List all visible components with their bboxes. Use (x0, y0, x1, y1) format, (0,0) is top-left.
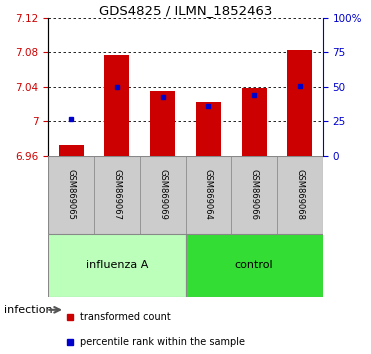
Bar (140, 156, 186, 234)
Text: GSM869066: GSM869066 (250, 169, 259, 220)
Bar (196, 102, 221, 156)
Bar (59, 145, 84, 156)
Bar (94, 156, 140, 234)
Bar (287, 51, 312, 156)
Bar (242, 88, 267, 156)
Bar (186, 156, 231, 234)
Bar (277, 156, 323, 234)
Bar (186, 234, 323, 297)
Bar (150, 91, 175, 156)
Text: infection: infection (4, 305, 52, 315)
Text: GSM869069: GSM869069 (158, 169, 167, 220)
Bar (48, 156, 94, 234)
Bar (231, 156, 277, 234)
Text: influenza A: influenza A (86, 261, 148, 270)
Bar (48, 234, 186, 297)
Text: GSM869065: GSM869065 (67, 169, 76, 220)
Text: percentile rank within the sample: percentile rank within the sample (80, 337, 245, 347)
Text: GSM869067: GSM869067 (112, 169, 121, 220)
Text: control: control (235, 261, 273, 270)
Text: GSM869068: GSM869068 (295, 169, 304, 220)
Bar (104, 55, 129, 156)
Text: GSM869064: GSM869064 (204, 169, 213, 220)
Text: transformed count: transformed count (80, 312, 171, 322)
Title: GDS4825 / ILMN_1852463: GDS4825 / ILMN_1852463 (99, 4, 272, 17)
